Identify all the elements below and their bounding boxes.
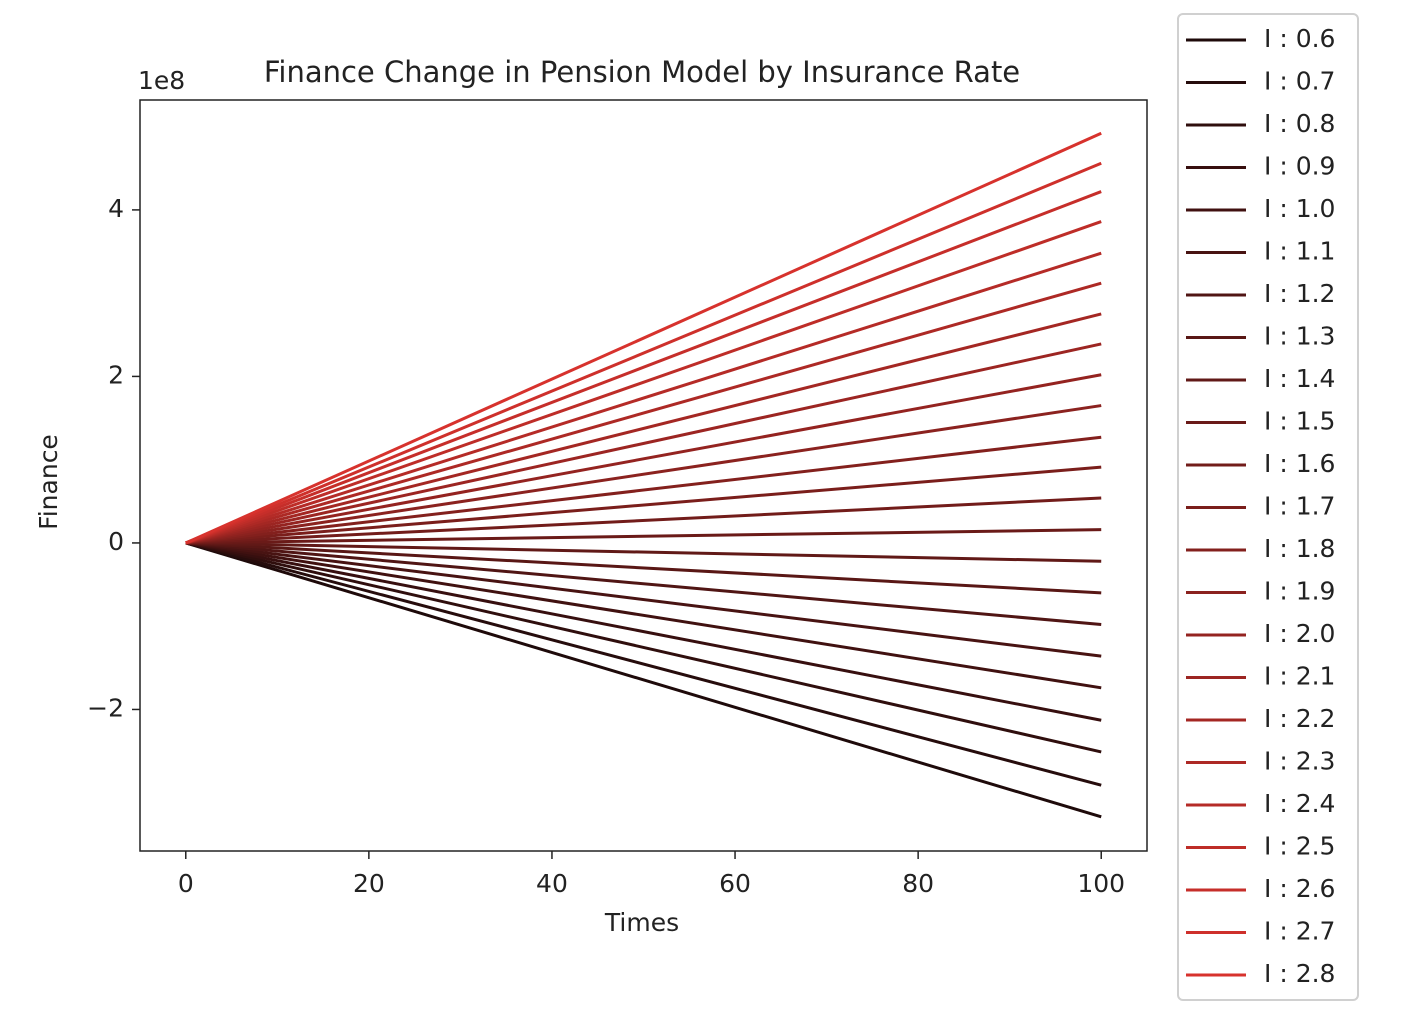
series-line <box>185 281 1102 545</box>
series-line <box>185 541 1102 658</box>
series-line <box>185 496 1102 545</box>
legend-label: I : 1.9 <box>1264 577 1335 606</box>
series-line <box>185 541 1102 627</box>
x-tick-label: 100 <box>1077 869 1125 898</box>
series-line <box>185 541 1102 787</box>
series-line <box>185 465 1102 545</box>
x-tick-label: 80 <box>902 869 934 898</box>
series-line <box>185 131 1102 545</box>
legend-label: I : 2.4 <box>1264 789 1335 818</box>
series-line <box>185 541 1102 690</box>
series-line <box>185 541 1102 754</box>
series-line <box>185 435 1102 545</box>
y-axis-label: Finance <box>34 434 63 530</box>
legend-label: I : 1.4 <box>1264 364 1335 393</box>
x-tick-label: 40 <box>536 869 568 898</box>
series-line <box>185 220 1102 545</box>
series-line <box>185 528 1102 545</box>
axes-frame <box>139 99 1148 852</box>
x-tick-label: 20 <box>353 869 385 898</box>
y-tick-label: 4 <box>108 194 124 223</box>
legend-label: I : 2.1 <box>1264 662 1335 691</box>
legend-label: I : 1.1 <box>1264 237 1335 266</box>
series-line <box>185 541 1102 563</box>
series-line <box>185 251 1102 545</box>
legend-label: I : 1.5 <box>1264 407 1335 436</box>
x-axis-label: Times <box>604 908 679 937</box>
legend-label: I : 0.9 <box>1264 152 1335 181</box>
legend-label: I : 2.2 <box>1264 704 1335 733</box>
series-line <box>185 541 1102 819</box>
series-line <box>185 541 1102 595</box>
legend-label: I : 1.6 <box>1264 449 1335 478</box>
series-line <box>185 342 1102 545</box>
legend-label: I : 0.6 <box>1264 24 1335 53</box>
legend-label: I : 1.0 <box>1264 194 1335 223</box>
legend-label: I : 2.7 <box>1264 917 1335 946</box>
legend-label: I : 2.6 <box>1264 874 1335 903</box>
legend-label: I : 2.3 <box>1264 747 1335 776</box>
y-tick-label: 2 <box>108 360 124 389</box>
legend-label: I : 1.8 <box>1264 534 1335 563</box>
x-tick-label: 0 <box>178 869 194 898</box>
legend-label: I : 1.2 <box>1264 279 1335 308</box>
series-line <box>185 161 1102 545</box>
series-line <box>185 404 1102 545</box>
series-line <box>185 190 1102 545</box>
series-line <box>185 312 1102 545</box>
legend-label: I : 1.7 <box>1264 492 1335 521</box>
legend-label: I : 0.7 <box>1264 67 1335 96</box>
y-tick-label: 0 <box>108 527 124 556</box>
chart-title: Finance Change in Pension Model by Insur… <box>264 55 1020 89</box>
series-line <box>185 373 1102 545</box>
legend-box <box>1177 13 1359 1001</box>
y-offset-label: 1e8 <box>138 66 185 95</box>
x-tick-label: 60 <box>719 869 751 898</box>
y-tick-label: −2 <box>87 693 124 722</box>
legend-label: I : 2.0 <box>1264 619 1335 648</box>
legend-label: I : 1.3 <box>1264 322 1335 351</box>
legend-label: I : 2.8 <box>1264 959 1335 988</box>
legend-label: I : 2.5 <box>1264 832 1335 861</box>
series-line <box>185 541 1102 722</box>
legend-label: I : 0.8 <box>1264 109 1335 138</box>
